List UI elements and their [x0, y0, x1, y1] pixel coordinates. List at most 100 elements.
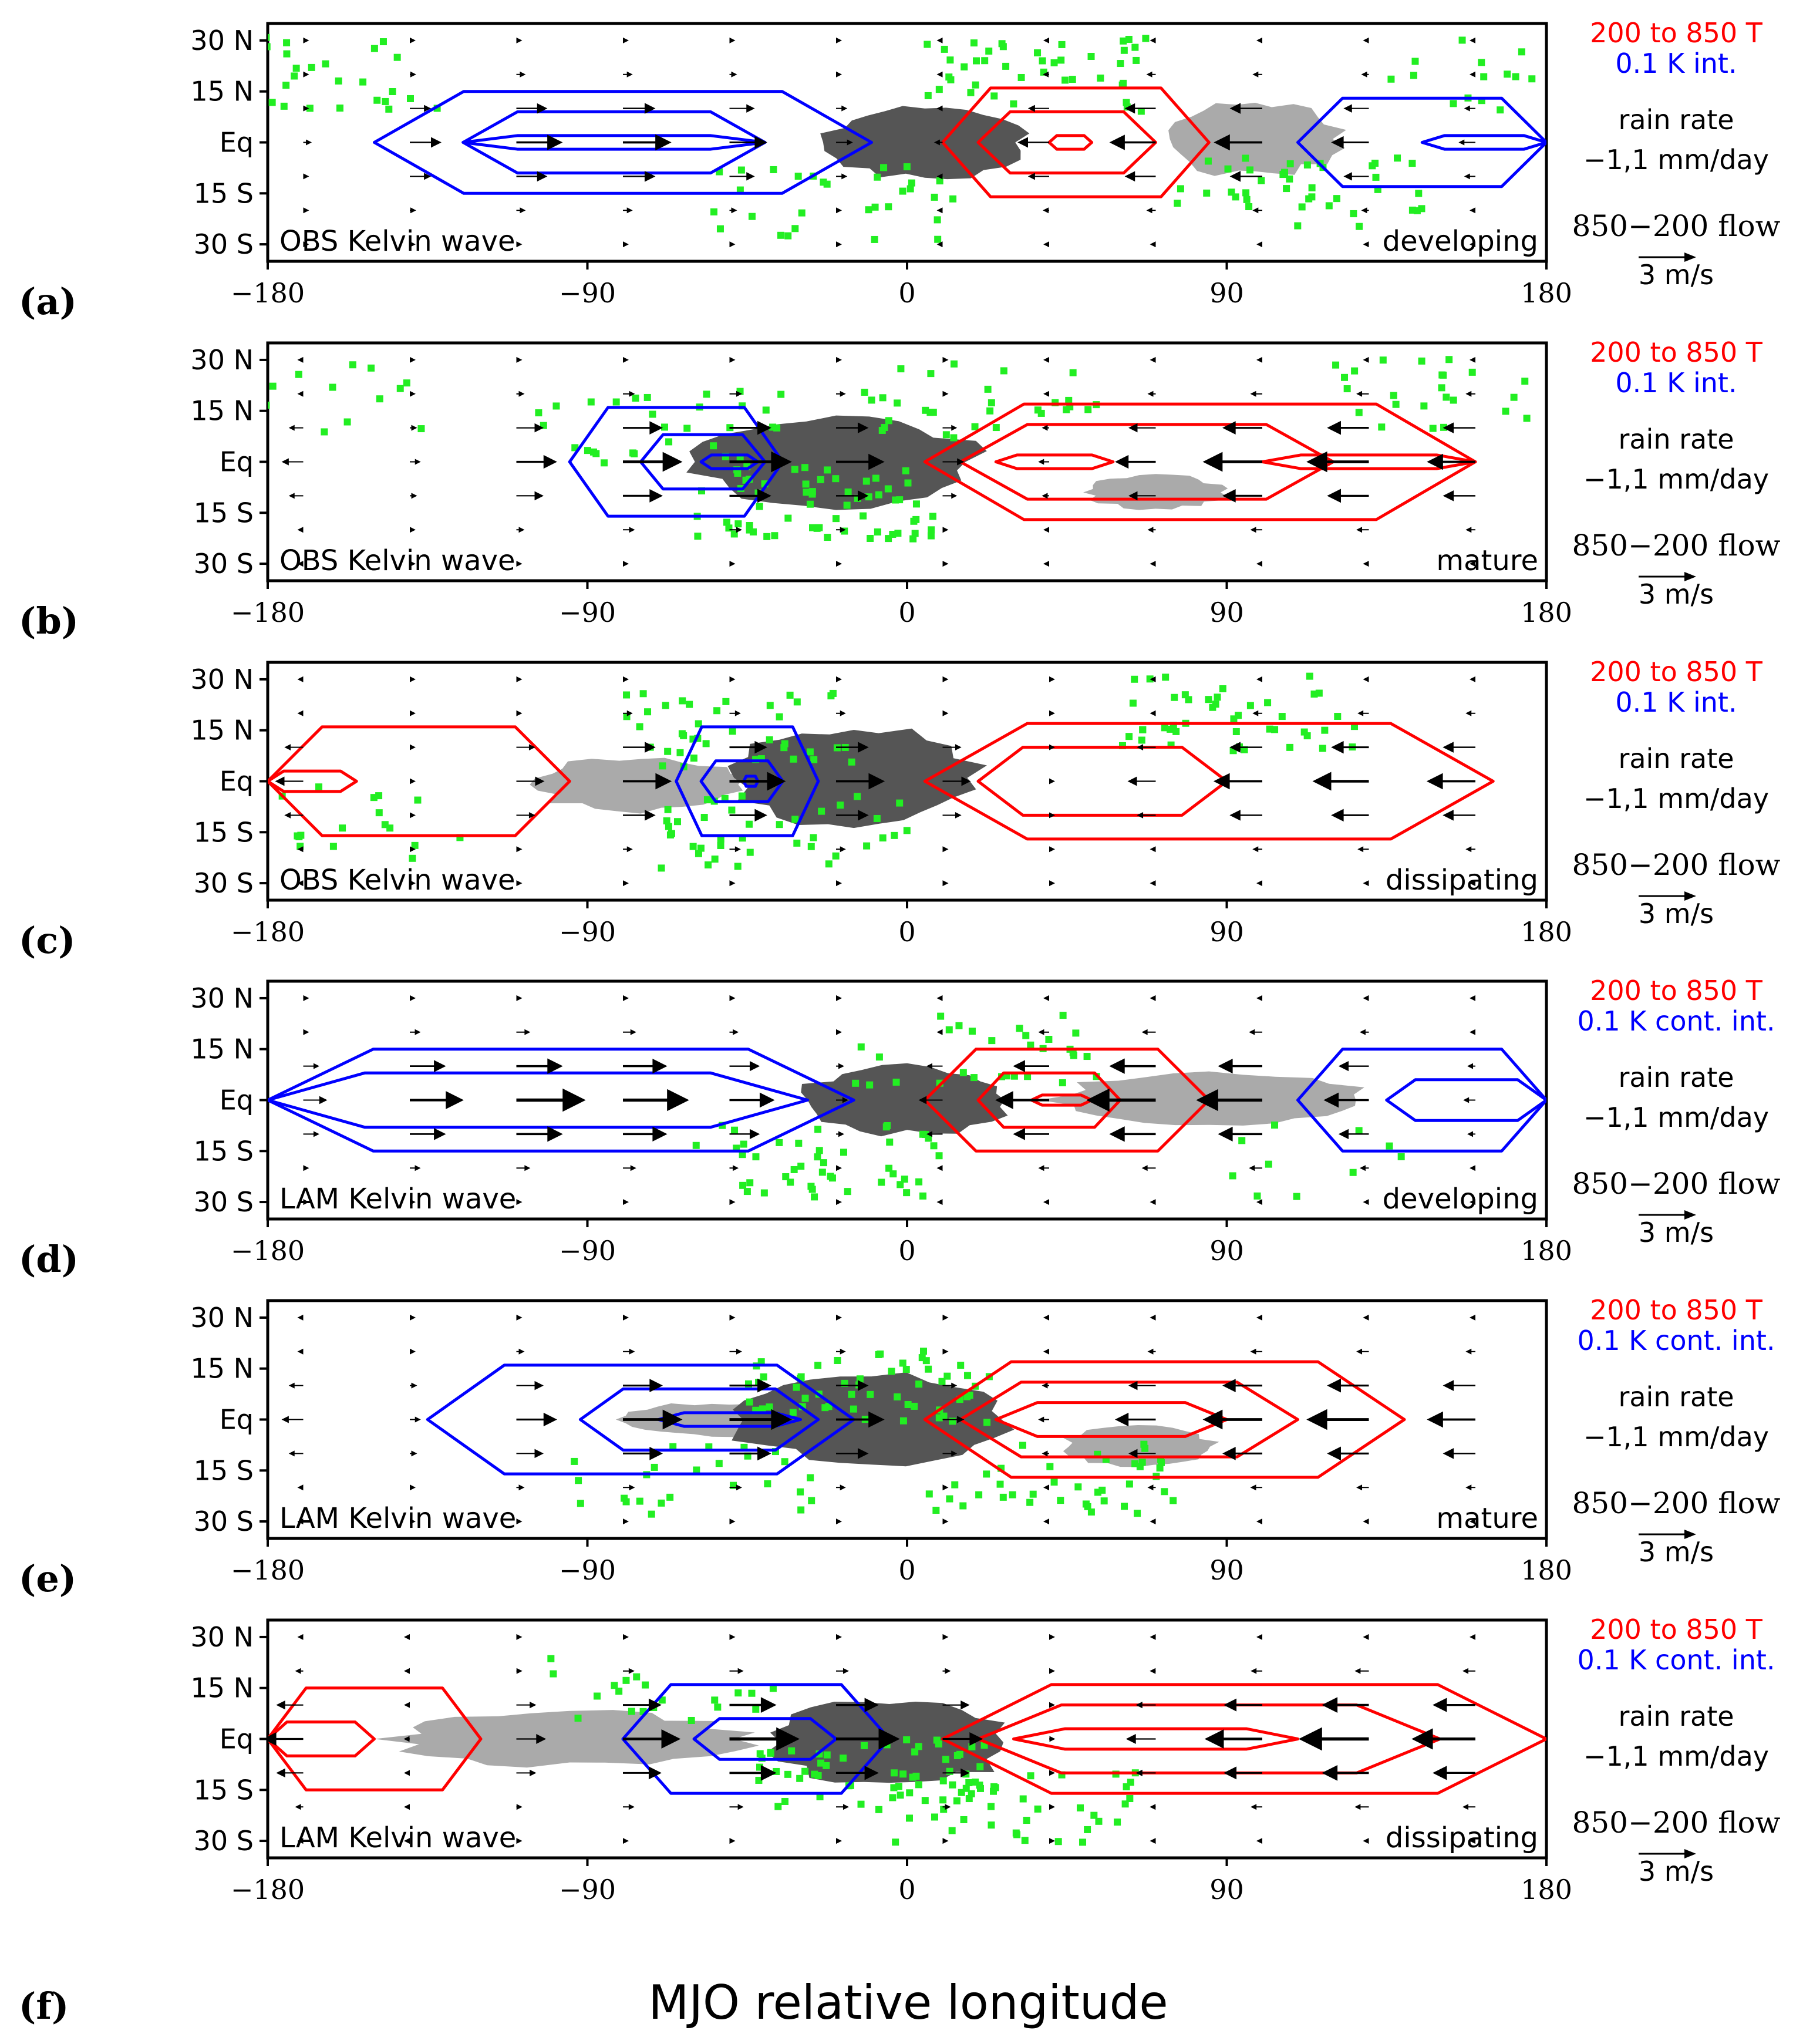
rain-negative-patch	[1168, 103, 1346, 176]
lightning-flash-marker	[705, 861, 712, 868]
lightning-flash-marker	[990, 92, 998, 100]
lightning-flash-marker	[972, 1778, 979, 1786]
wind-arrow-head	[734, 710, 741, 716]
lightning-flash-marker	[417, 425, 425, 433]
wind-arrow-head	[942, 846, 949, 853]
wind-arrow-head	[284, 811, 291, 819]
wind-arrow-head	[1306, 1409, 1327, 1430]
wind-arrow-head	[1359, 1165, 1366, 1171]
lightning-flash-marker	[942, 431, 950, 439]
lightning-flash-marker	[938, 1378, 946, 1385]
lightning-flash-marker	[802, 480, 810, 488]
y-tick-label: Eq	[220, 766, 254, 797]
x-tick-label: 90	[1209, 1874, 1244, 1905]
wind-arrow-head	[1049, 1668, 1055, 1674]
wind-arrow-head	[1128, 423, 1138, 433]
panel-label: (c)	[19, 919, 75, 962]
lightning-flash-marker	[901, 1176, 908, 1183]
lightning-flash-marker	[852, 1079, 860, 1087]
lightning-flash-marker	[1246, 166, 1253, 174]
lightning-flash-marker	[896, 799, 904, 807]
lightning-flash-marker	[894, 399, 901, 407]
lightning-flash-marker	[791, 816, 799, 823]
lightning-flash-marker	[1045, 1035, 1053, 1043]
lightning-flash-marker	[633, 1673, 641, 1681]
wind-arrow-head	[1327, 1378, 1341, 1393]
wind-arrow-head	[1043, 995, 1049, 1001]
lightning-flash-marker	[988, 1821, 995, 1829]
lightning-flash-marker	[755, 1776, 763, 1784]
wind-arrow-head	[729, 1838, 736, 1844]
legend-reference-arrow-head	[1684, 1530, 1696, 1539]
wind-arrow-head	[936, 1165, 943, 1171]
lightning-flash-marker	[680, 732, 688, 739]
wind-arrow-head	[534, 423, 544, 433]
lightning-flash-marker	[382, 97, 389, 105]
wind-arrow-head	[842, 1097, 848, 1103]
wind-arrow-head	[1363, 356, 1369, 363]
wind-arrow-head	[754, 740, 767, 754]
lightning-flash-marker	[393, 53, 401, 61]
lightning-flash-marker	[1094, 1489, 1101, 1496]
lightning-flash-marker	[992, 424, 1000, 432]
lightning-flash-marker	[651, 1463, 658, 1471]
wind-arrow-head	[303, 1199, 309, 1205]
lightning-flash-marker	[1394, 154, 1401, 162]
lightning-flash-marker	[1305, 195, 1313, 203]
wind-arrow-head	[936, 1029, 943, 1035]
wind-arrow-head	[1147, 390, 1154, 397]
wind-arrow-head	[516, 241, 523, 248]
lightning-flash-marker	[911, 530, 919, 537]
wind-arrow-head	[314, 1063, 320, 1069]
wind-arrow-head	[945, 1668, 951, 1674]
wind-arrow-head	[1049, 1736, 1056, 1742]
lightning-flash-marker	[951, 1481, 959, 1489]
wind-arrow-head	[303, 71, 309, 78]
y-tick-label: 15 S	[194, 1774, 254, 1806]
lightning-flash-marker	[268, 33, 270, 41]
lightning-flash-marker	[1162, 674, 1170, 681]
wind-arrow-head	[297, 527, 304, 533]
plot-area	[268, 356, 1531, 567]
wind-arrow-head	[942, 880, 949, 887]
wind-arrow-head	[1363, 1634, 1369, 1640]
wind-arrow-head	[746, 172, 755, 181]
lightning-flash-marker	[1278, 713, 1286, 720]
wind-arrow-head	[623, 1838, 629, 1844]
wind-arrow-head	[729, 1199, 736, 1205]
wind-arrow-head	[841, 105, 848, 112]
wind-arrow-head	[1256, 1314, 1262, 1321]
wind-arrow-head	[1426, 773, 1443, 790]
wind-arrow-head	[516, 1518, 523, 1525]
lightning-flash-marker	[632, 395, 639, 402]
lightning-flash-marker	[1315, 689, 1323, 697]
wind-arrow-head	[1229, 171, 1241, 182]
lightning-flash-marker	[878, 1178, 885, 1186]
lightning-flash-marker	[897, 1181, 904, 1188]
lightning-flash-marker	[983, 1419, 991, 1426]
wind-arrow-head	[1433, 1698, 1447, 1712]
lightning-flash-marker	[373, 96, 381, 104]
lightning-flash-marker	[990, 1787, 997, 1795]
lightning-flash-marker	[1350, 210, 1357, 217]
lightning-flash-marker	[695, 720, 702, 728]
wind-arrow-head	[729, 561, 736, 567]
lightning-flash-marker	[915, 1781, 922, 1789]
wind-arrow-head	[1256, 995, 1262, 1001]
lightning-flash-marker	[738, 792, 746, 800]
lightning-flash-marker	[988, 1803, 995, 1810]
lightning-flash-marker	[935, 1414, 943, 1422]
wind-arrow-head	[410, 744, 416, 750]
wind-arrow-head	[858, 742, 869, 753]
lightning-flash-marker	[970, 1074, 978, 1082]
wind-arrow-head	[1256, 1199, 1262, 1205]
lightning-flash-marker	[710, 208, 717, 215]
cold-anomaly-contour	[268, 1048, 855, 1153]
lightning-flash-marker	[268, 99, 276, 106]
lightning-flash-marker	[957, 1362, 965, 1369]
lightning-flash-marker	[816, 1793, 824, 1800]
legend-rain-values: −1,1 mm/day	[1583, 1102, 1769, 1133]
lightning-flash-marker	[975, 1491, 983, 1499]
lightning-flash-marker	[1224, 165, 1232, 173]
wind-arrow-head	[281, 1416, 289, 1423]
